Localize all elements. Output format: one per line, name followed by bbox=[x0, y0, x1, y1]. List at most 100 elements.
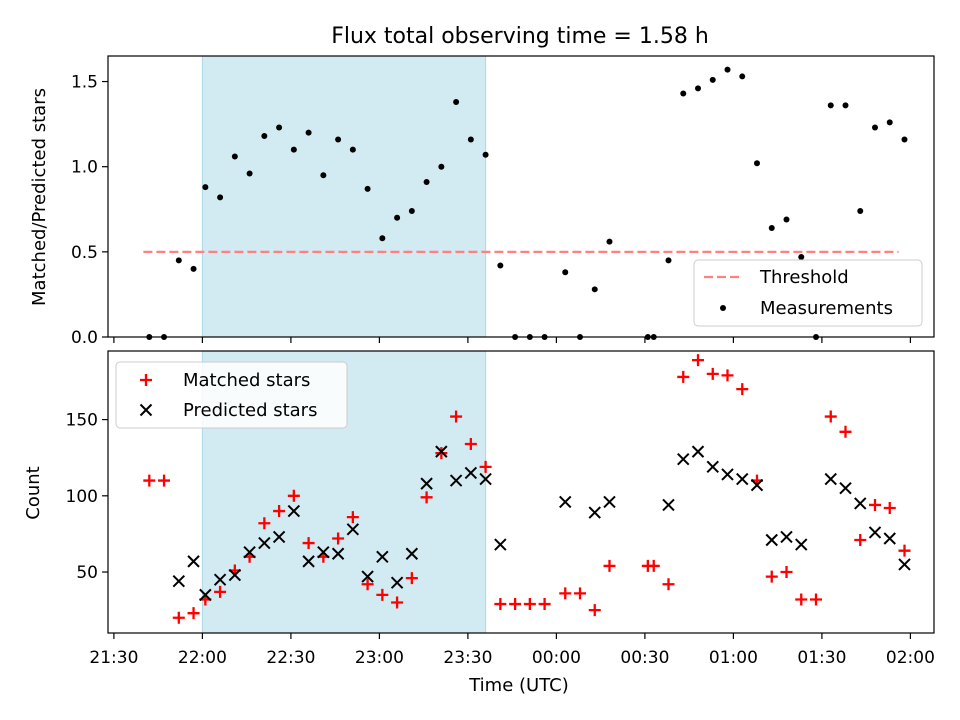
x-tick-label: 01:30 bbox=[797, 648, 846, 668]
measurement-point bbox=[335, 136, 342, 143]
predicted-star-point bbox=[435, 445, 448, 458]
x-tick-label: 21:30 bbox=[89, 648, 138, 668]
predicted-star-point bbox=[199, 588, 212, 602]
top-panel: 0.0 0.5 1.0 1.5 Threshold Measurements bbox=[71, 55, 935, 348]
matched-star-point bbox=[172, 611, 185, 624]
measurement-point bbox=[379, 235, 386, 242]
matched-star-point bbox=[214, 585, 227, 598]
predicted-star-point bbox=[559, 495, 572, 509]
measurement-point bbox=[482, 151, 489, 158]
measurement-point bbox=[438, 163, 445, 170]
measurement-point bbox=[901, 136, 908, 143]
predicted-star-point bbox=[331, 547, 345, 560]
matched-star-point bbox=[869, 498, 881, 511]
predicted-star-point bbox=[376, 550, 389, 563]
measurement-point bbox=[724, 66, 731, 73]
matched-star-point bbox=[302, 537, 315, 550]
legend-measurements-swatch bbox=[720, 305, 726, 311]
legend-box bbox=[693, 259, 923, 327]
matched-star-point bbox=[187, 607, 200, 620]
predicted-star-point bbox=[449, 474, 463, 487]
x-tick-label: 23:30 bbox=[443, 648, 492, 668]
predicted-star-point bbox=[287, 504, 301, 518]
measurement-point bbox=[497, 262, 504, 269]
matched-star-point bbox=[810, 593, 822, 606]
measurement-point bbox=[364, 185, 371, 192]
predicted-star-point bbox=[765, 533, 778, 547]
predicted-star-point bbox=[780, 530, 793, 544]
predicted-star-point bbox=[361, 570, 374, 583]
matched-star-point bbox=[258, 517, 271, 530]
predicted-star-point bbox=[494, 538, 507, 551]
matched-star-point bbox=[143, 474, 156, 487]
predicted-star-point bbox=[243, 546, 256, 559]
measurement-point bbox=[783, 216, 790, 223]
legend-threshold-label: Threshold bbox=[759, 267, 849, 288]
matched-star-point bbox=[523, 598, 536, 611]
legend-predicted-swatch bbox=[139, 403, 153, 417]
x-tick-label: 22:30 bbox=[266, 648, 315, 668]
measurement-point bbox=[872, 124, 878, 131]
matched-star-point bbox=[854, 534, 867, 547]
measurement-point bbox=[467, 136, 474, 143]
predicted-star-point bbox=[662, 498, 675, 512]
predicted-star-point bbox=[228, 568, 242, 582]
predicted-star-point bbox=[691, 445, 705, 458]
matched-star-point bbox=[795, 593, 808, 606]
measurement-point bbox=[562, 269, 569, 276]
matched-star-point bbox=[574, 587, 586, 600]
matched-star-point bbox=[721, 369, 734, 382]
measurement-point bbox=[591, 286, 598, 293]
matched-star-point bbox=[677, 370, 690, 383]
predicted-star-point bbox=[317, 546, 330, 559]
measurement-point bbox=[886, 119, 893, 126]
legend-matched-swatch bbox=[140, 374, 152, 386]
predicted-star-point bbox=[736, 472, 749, 486]
top-y-axis-label: Matched/Predicted stars bbox=[29, 88, 50, 306]
measurement-point bbox=[827, 102, 834, 109]
x-axis-label: Time (UTC) bbox=[468, 675, 569, 696]
predicted-star-point bbox=[898, 558, 911, 571]
bottom-panel: 50 100 150 21:30 22:00 22:30 23:00 23:30 00:00 00… bbox=[66, 350, 935, 668]
x-tick-label: 02:00 bbox=[886, 648, 935, 668]
matched-star-point bbox=[588, 604, 601, 617]
measurement-point bbox=[842, 102, 849, 109]
predicted-star-point bbox=[405, 547, 419, 560]
measurement-point bbox=[290, 146, 297, 153]
measurement-point bbox=[231, 153, 238, 160]
predicted-star-point bbox=[346, 523, 360, 536]
predicted-star-point bbox=[868, 526, 882, 539]
predicted-star-point bbox=[795, 538, 808, 551]
matched-star-point bbox=[883, 502, 896, 515]
y-tick-label: 150 bbox=[66, 411, 98, 431]
measurement-point bbox=[665, 257, 672, 264]
x-tick-label: 00:30 bbox=[620, 648, 669, 668]
matched-star-point bbox=[647, 559, 660, 572]
measurement-point bbox=[680, 90, 687, 97]
measurement-point bbox=[175, 257, 182, 264]
measurement-point bbox=[695, 85, 701, 92]
predicted-star-point bbox=[839, 481, 852, 495]
predicted-star-point bbox=[706, 460, 719, 474]
measurement-point bbox=[768, 225, 775, 232]
measurement-point bbox=[349, 146, 356, 153]
predicted-star-point bbox=[721, 468, 734, 481]
matched-star-point bbox=[332, 532, 345, 545]
matched-star-point bbox=[273, 505, 286, 518]
measurement-point bbox=[305, 129, 312, 136]
matched-star-point bbox=[736, 383, 749, 396]
predicted-star-point bbox=[390, 576, 404, 589]
measurement-point bbox=[606, 238, 613, 245]
measurement-point bbox=[423, 179, 430, 186]
measurement-point bbox=[857, 207, 864, 214]
legend-box bbox=[115, 361, 348, 429]
predicted-star-point bbox=[677, 453, 690, 466]
predicted-star-point bbox=[824, 472, 837, 486]
predicted-star-point bbox=[750, 478, 764, 492]
y-tick-label: 50 bbox=[76, 563, 98, 583]
matched-star-point bbox=[839, 425, 852, 438]
measurement-point bbox=[709, 76, 716, 83]
matched-star-point bbox=[494, 598, 507, 611]
matched-star-point bbox=[450, 410, 463, 423]
